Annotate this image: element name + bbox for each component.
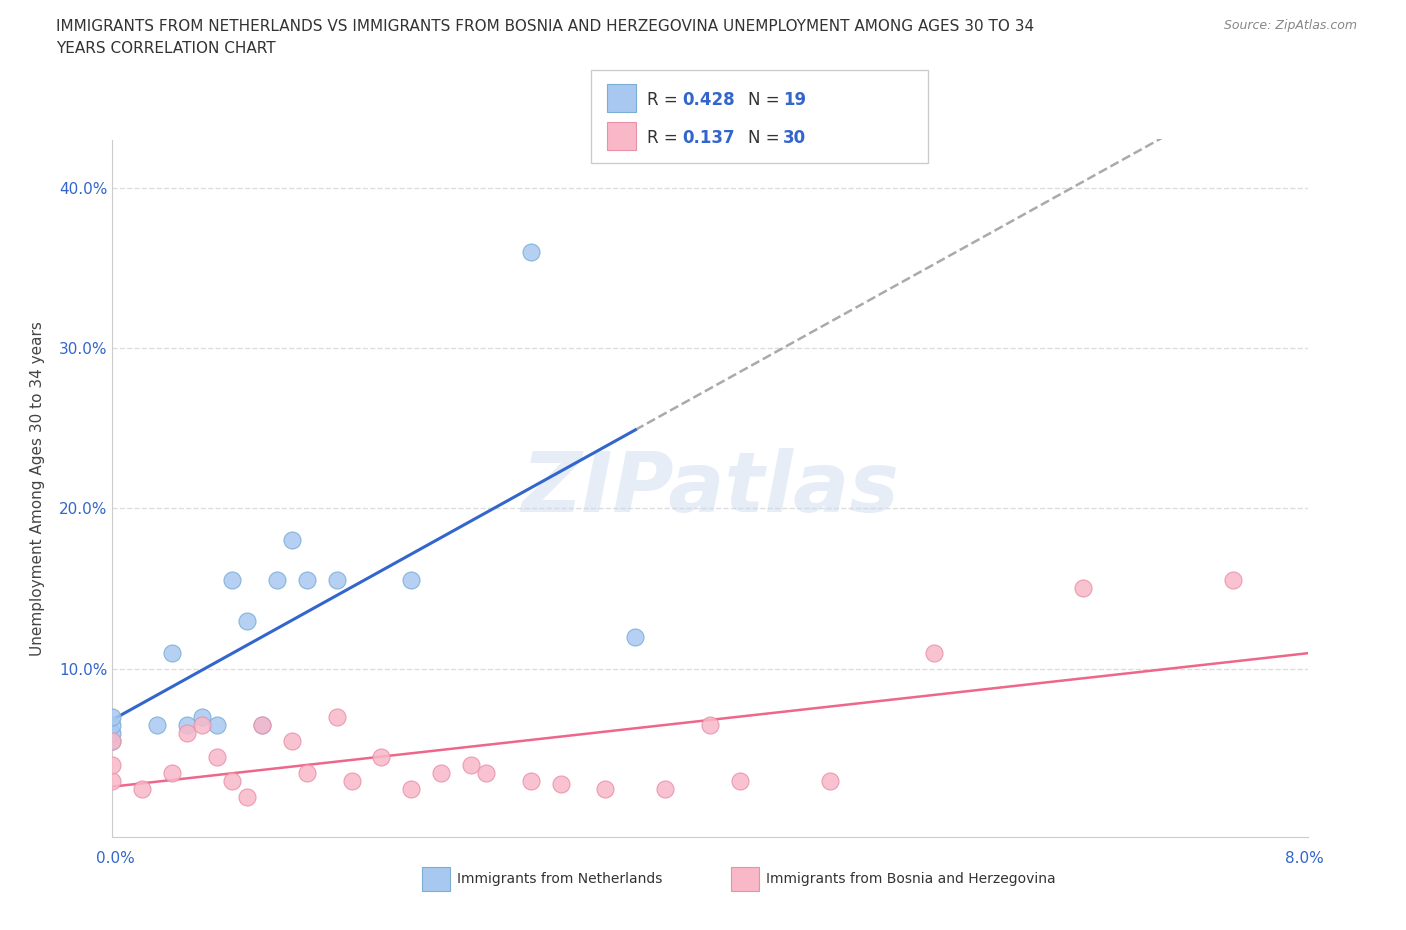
Point [176,717,198,732]
Point [221,774,243,789]
Point [430,765,453,780]
Point [236,613,259,628]
Point [1222,573,1244,588]
Point [325,710,347,724]
Point [325,573,347,588]
Text: N =: N = [748,128,785,147]
Text: Immigrants from Bosnia and Herzegovina: Immigrants from Bosnia and Herzegovina [766,871,1056,886]
Point [1073,581,1095,596]
Point [401,573,423,588]
Point [236,790,259,804]
Point [191,710,214,724]
Point [176,725,198,740]
Text: ZIPatlas: ZIPatlas [522,447,898,529]
Point [281,734,304,749]
Point [340,774,363,789]
Point [728,774,751,789]
Point [101,757,124,772]
Point [401,781,423,796]
Point [162,645,183,660]
Point [370,750,392,764]
Point [146,717,169,732]
Point [295,573,318,588]
Point [699,717,721,732]
Y-axis label: Unemployment Among Ages 30 to 34 years: Unemployment Among Ages 30 to 34 years [31,321,45,656]
Point [624,629,647,644]
Point [818,774,841,789]
Point [131,781,153,796]
Text: N =: N = [748,90,785,109]
Point [101,710,124,724]
Point [205,750,228,764]
Text: 0.137: 0.137 [682,128,734,147]
Point [101,734,124,749]
Text: Source: ZipAtlas.com: Source: ZipAtlas.com [1223,19,1357,32]
Point [266,573,288,588]
Point [595,781,617,796]
Point [654,781,676,796]
Point [250,717,273,732]
Text: 8.0%: 8.0% [1285,851,1324,866]
Text: 30: 30 [783,128,806,147]
Point [101,734,124,749]
Point [250,717,273,732]
Point [101,725,124,740]
Point [922,645,945,660]
Point [191,717,214,732]
Point [520,774,543,789]
Point [281,533,304,548]
Point [295,765,318,780]
Point [205,717,228,732]
Text: 0.0%: 0.0% [96,851,135,866]
Point [221,573,243,588]
Text: 19: 19 [783,90,806,109]
Text: R =: R = [647,90,683,109]
Point [460,757,482,772]
Point [520,245,543,259]
Point [475,765,498,780]
Text: IMMIGRANTS FROM NETHERLANDS VS IMMIGRANTS FROM BOSNIA AND HERZEGOVINA UNEMPLOYME: IMMIGRANTS FROM NETHERLANDS VS IMMIGRANT… [56,19,1035,56]
Point [550,777,572,791]
Point [162,765,183,780]
Text: R =: R = [647,128,683,147]
Point [101,774,124,789]
Text: Immigrants from Netherlands: Immigrants from Netherlands [457,871,662,886]
Point [101,717,124,732]
Text: 0.428: 0.428 [682,90,734,109]
